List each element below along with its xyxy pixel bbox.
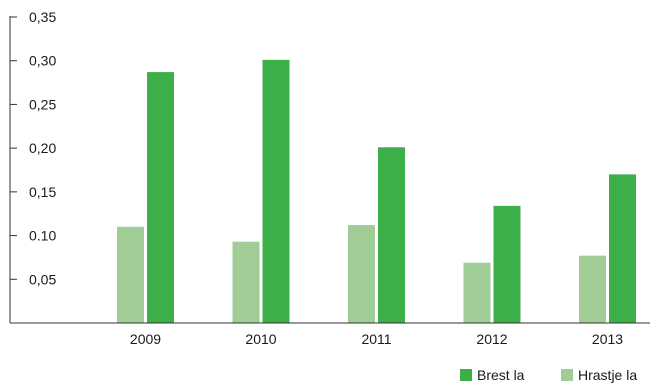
bar-hrastje-la-2013 [579,255,606,323]
x-tick-label: 2012 [476,331,507,347]
bars [117,59,636,324]
legend-swatch-hrastje-la [561,369,573,381]
x-tick-label: 2013 [592,331,623,347]
x-tick-label: 2009 [130,331,161,347]
legend: Brest la Hrastje la [460,367,637,383]
bar-brest-la-2013 [609,174,636,323]
bar-brest-la-2011 [378,147,405,323]
y-tick-label: 0,35 [29,9,56,25]
bar-brest-la-2012 [493,205,521,323]
bar-brest-la-2010 [262,59,290,324]
y-tick-label: 0,05 [29,271,56,287]
legend-label: Brest la [477,367,525,383]
y-tick-label: 0,15 [29,184,56,200]
legend-swatch-brest-la [460,369,472,381]
bar-brest-la-2009 [147,72,174,323]
bar-hrastje-la-2009 [117,226,144,323]
y-tick-label: 0,25 [29,96,56,112]
x-axis: 2009 2010 2011 2012 2013 [10,322,650,347]
legend-label: Hrastje la [578,367,637,383]
bar-hrastje-la-2011 [348,225,375,323]
x-tick-label: 2011 [361,331,391,347]
bar-hrastje-la-2012 [463,262,491,323]
x-tick-label: 2010 [245,331,276,347]
y-tick-label: 0,30 [29,53,56,69]
y-tick-label: 0.10 [29,228,56,244]
y-tick-label: 0,20 [29,140,56,156]
bar-hrastje-la-2010 [232,241,260,323]
y-axis: 0,05 0.10 0,15 0,20 0,25 0,30 0,35 [9,9,56,323]
